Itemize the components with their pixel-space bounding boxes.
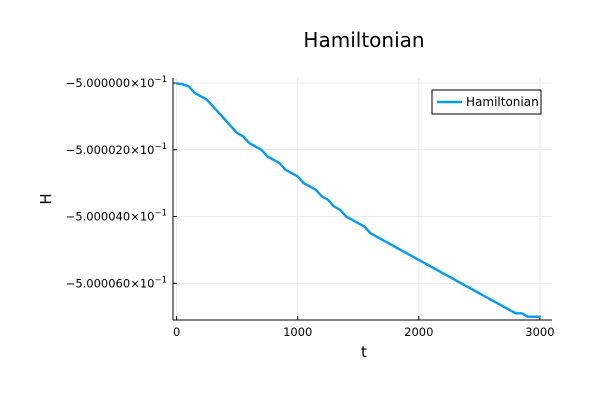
- legend-box: [431, 89, 542, 115]
- x-tick-label: 1000: [283, 325, 312, 339]
- chart-title: Hamiltonian: [303, 28, 424, 52]
- y-tick-label: −5.000040×10−1: [66, 209, 167, 224]
- y-tick-label: −5.000020×10−1: [66, 142, 167, 157]
- series-layer: [175, 82, 542, 318]
- y-ticks: −5.000000×10−1 −5.000020×10−1 −5.000040×10…: [66, 75, 177, 290]
- x-tick-label: 3000: [525, 325, 554, 339]
- x-tick-label: 0: [173, 325, 180, 339]
- y-tick-label: −5.000060×10−1: [66, 275, 167, 290]
- grid: [173, 78, 552, 320]
- legend-label-hamiltonian: Hamiltonian: [466, 95, 539, 109]
- legend: Hamiltonian: [431, 89, 542, 115]
- x-tick-label: 2000: [404, 325, 433, 339]
- y-tick-label: −5.000000×10−1: [66, 75, 167, 90]
- x-axis-label: t: [361, 343, 367, 361]
- series-line-hamiltonian: [175, 82, 542, 318]
- y-axis-label: H: [37, 193, 55, 204]
- axes: [172, 78, 552, 321]
- x-ticks: 0 1000 2000 3000: [173, 316, 555, 339]
